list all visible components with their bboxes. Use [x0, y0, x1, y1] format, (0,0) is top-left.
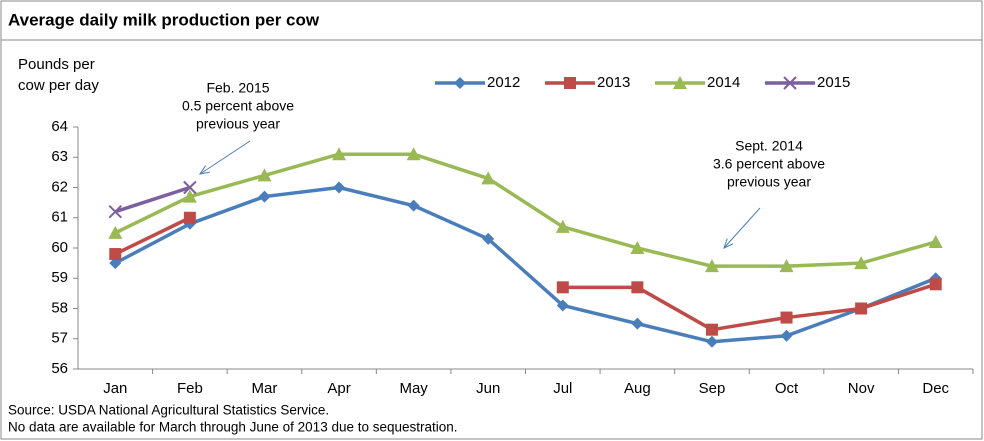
- data-point: [630, 241, 645, 254]
- data-point: [631, 317, 644, 330]
- x-tick-label: Sep: [699, 380, 726, 397]
- y-tick-label: 62: [51, 178, 68, 195]
- legend-marker: [564, 77, 576, 89]
- x-tick-label: Feb: [177, 380, 203, 397]
- data-point: [258, 190, 271, 203]
- series-line: [114, 216, 937, 332]
- data-point: [854, 256, 869, 270]
- data-point: [855, 302, 868, 315]
- series-line: [114, 185, 937, 344]
- y-tick-label: 60: [51, 239, 68, 256]
- x-tick-label: Jul: [553, 380, 572, 397]
- x-tick-label: Dec: [922, 380, 949, 397]
- annotation-arrow: [723, 207, 761, 249]
- y-tick-label: 57: [51, 330, 68, 347]
- data-point: [705, 335, 718, 348]
- series-line: [114, 185, 191, 214]
- x-tick-label: Mar: [252, 380, 278, 397]
- x-tick-label: Jan: [103, 380, 127, 397]
- data-point: [555, 219, 570, 233]
- x-tick-label: Aug: [624, 380, 651, 397]
- data-point: [109, 257, 122, 270]
- data-point: [332, 147, 347, 161]
- annotation: 0.5 percent above: [182, 98, 294, 114]
- source-note: Source: USDA National Agricultural Stati…: [8, 403, 329, 418]
- data-point: [556, 299, 569, 312]
- legend-label: 2014: [707, 74, 740, 91]
- x-tick-label: Oct: [775, 380, 799, 397]
- y-tick-label: 58: [51, 299, 68, 316]
- arrow-head: [198, 165, 210, 175]
- legend-marker: [673, 76, 687, 89]
- data-point: [929, 278, 942, 291]
- data-point: [928, 234, 943, 248]
- y-tick-label: 63: [51, 148, 68, 165]
- annotation: previous year: [196, 116, 280, 132]
- y-tick-label: 64: [51, 118, 68, 135]
- legend-label: 2012: [487, 74, 520, 91]
- y-tick-label: 56: [51, 360, 68, 377]
- y-tick-label: 61: [51, 209, 68, 226]
- legend-marker: [783, 76, 797, 90]
- annotation: Sept. 2014: [735, 138, 803, 154]
- data-point: [406, 147, 421, 161]
- data-point: [183, 180, 197, 195]
- y-axis-label: cow per day: [18, 77, 99, 94]
- legend-label: 2013: [597, 74, 630, 91]
- data-point: [108, 204, 122, 219]
- legend-marker: [454, 77, 466, 89]
- data-point: [631, 281, 644, 294]
- chart-title: Average daily milk production per cow: [8, 10, 320, 29]
- data-point: [108, 225, 123, 239]
- data-point: [780, 311, 793, 324]
- data-point: [705, 323, 718, 336]
- data-point: [482, 232, 495, 245]
- y-axis-label: Pounds per: [18, 56, 95, 73]
- x-tick-label: Jun: [476, 380, 500, 397]
- arrow-head: [723, 238, 734, 249]
- data-point: [704, 259, 719, 273]
- annotation: 3.6 percent above: [713, 156, 825, 172]
- x-tick-label: Nov: [848, 380, 875, 397]
- data-point: [407, 199, 420, 212]
- data-point: [779, 259, 794, 273]
- data-point: [333, 181, 346, 194]
- x-tick-label: Apr: [327, 380, 350, 397]
- series-line: [114, 152, 937, 268]
- y-tick-label: 59: [51, 269, 68, 286]
- legend-label: 2015: [817, 74, 850, 91]
- data-point: [780, 329, 793, 342]
- data-point: [182, 189, 197, 203]
- data-point: [183, 211, 196, 224]
- data-point: [109, 248, 122, 261]
- annotation: previous year: [727, 174, 811, 190]
- source-note: No data are available for March through …: [8, 420, 458, 435]
- data-point: [481, 171, 496, 185]
- data-point: [556, 281, 569, 294]
- annotation-arrow: [199, 140, 251, 175]
- annotation: Feb. 2015: [206, 80, 269, 96]
- data-point: [257, 168, 272, 182]
- x-tick-label: May: [399, 380, 428, 397]
